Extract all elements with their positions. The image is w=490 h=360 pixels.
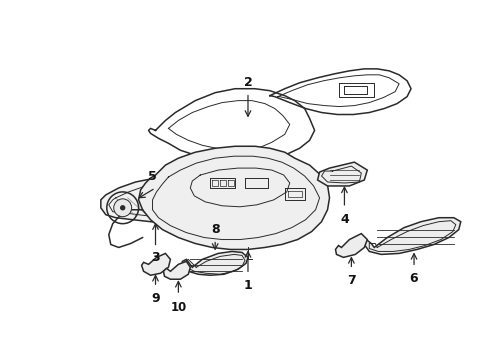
Circle shape xyxy=(114,199,132,217)
Text: 4: 4 xyxy=(340,213,349,226)
Polygon shape xyxy=(182,251,248,275)
Text: 10: 10 xyxy=(170,301,187,314)
Polygon shape xyxy=(142,253,171,275)
Text: 7: 7 xyxy=(347,274,356,287)
Polygon shape xyxy=(101,175,215,224)
Text: 1: 1 xyxy=(244,279,252,292)
Polygon shape xyxy=(139,146,329,249)
Circle shape xyxy=(121,206,124,210)
Text: 6: 6 xyxy=(410,272,418,285)
Polygon shape xyxy=(164,261,190,279)
Text: 2: 2 xyxy=(244,76,252,89)
Text: 9: 9 xyxy=(151,292,160,305)
Text: 8: 8 xyxy=(211,222,220,235)
Text: 3: 3 xyxy=(151,251,160,265)
Polygon shape xyxy=(365,218,461,255)
Text: 5: 5 xyxy=(148,170,157,183)
Polygon shape xyxy=(318,162,368,186)
Polygon shape xyxy=(336,234,368,257)
